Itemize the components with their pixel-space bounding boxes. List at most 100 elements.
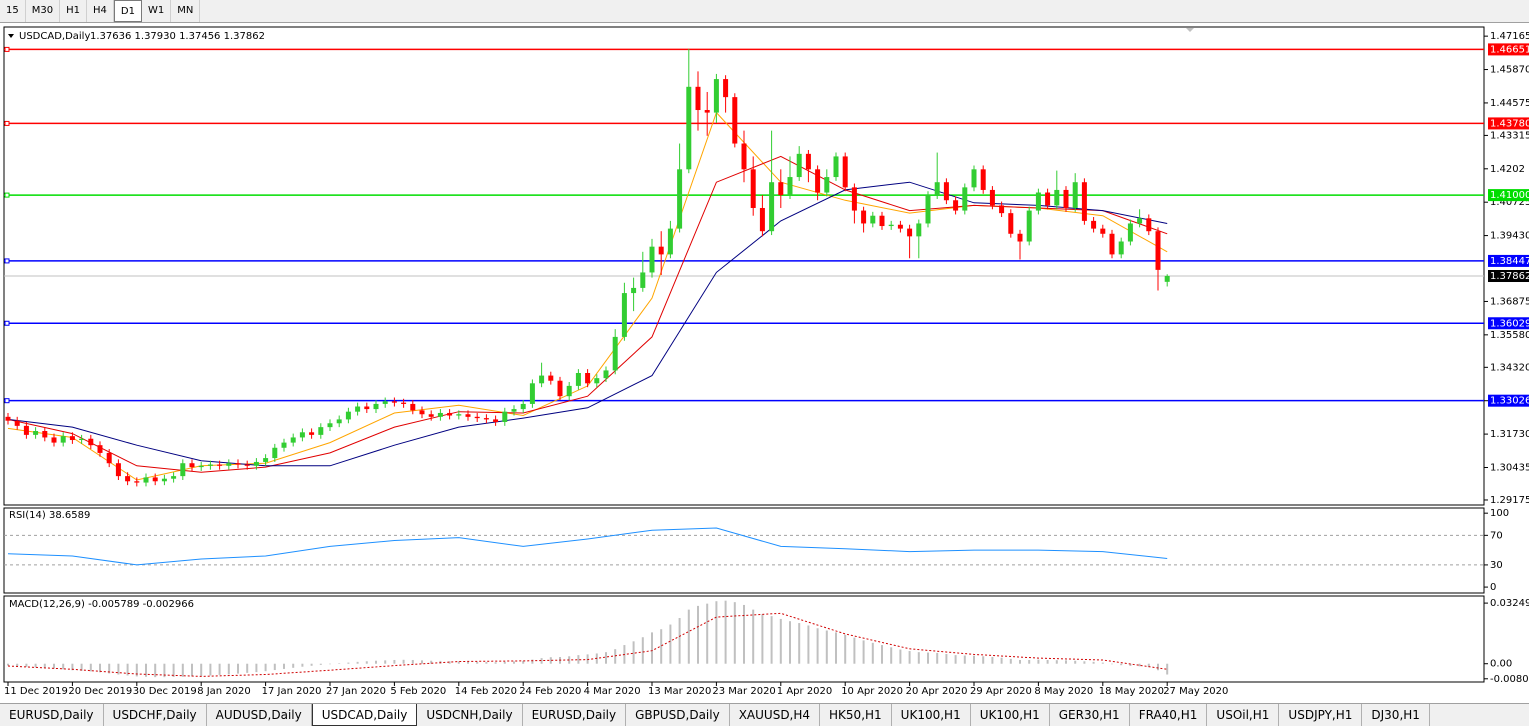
macd-bar xyxy=(319,663,322,665)
candle-body xyxy=(1017,233,1023,242)
y-tick-label: 1.39430 xyxy=(1490,231,1529,242)
y-tick-label: 1.30435 xyxy=(1490,462,1529,473)
macd-bar xyxy=(329,663,331,665)
candle-body xyxy=(1155,231,1161,270)
macd-bar xyxy=(522,660,525,664)
macd-bar xyxy=(1037,659,1040,664)
timeframe-button[interactable]: M30 xyxy=(26,0,61,22)
candle-body xyxy=(23,425,29,435)
macd-title: MACD(12,26,9) -0.005789 -0.002966 xyxy=(9,599,194,610)
candle-body xyxy=(69,436,75,441)
macd-bar xyxy=(503,661,506,664)
candle-body xyxy=(152,477,158,482)
symbol-tab[interactable]: USDCHF,Daily xyxy=(104,704,207,726)
symbol-tab[interactable]: USDCNH,Daily xyxy=(417,704,523,726)
level-tag xyxy=(1488,317,1529,330)
symbol-tab[interactable]: EURUSD,Daily xyxy=(523,704,627,726)
timeframe-button[interactable]: MN xyxy=(171,0,201,22)
y-tick-label: 1.29175 xyxy=(1490,495,1529,506)
macd-bar xyxy=(154,663,157,678)
macd-bar xyxy=(881,645,883,664)
level-handle xyxy=(4,192,10,198)
macd-bar xyxy=(1129,663,1132,666)
candle-body xyxy=(851,187,857,211)
timeframe-button[interactable]: D1 xyxy=(113,0,142,22)
timeframe-button[interactable]: H1 xyxy=(60,0,87,22)
symbol-tab[interactable]: HK50,H1 xyxy=(820,704,892,726)
symbol-tab[interactable]: DJ30,H1 xyxy=(1362,704,1430,726)
macd-bar xyxy=(135,663,138,677)
macd-bar xyxy=(393,659,396,664)
candle-body xyxy=(382,401,388,404)
symbol-tab[interactable]: USDCAD,Daily xyxy=(311,704,418,726)
macd-bar xyxy=(954,655,957,664)
macd-bar xyxy=(678,618,681,664)
macd-bar xyxy=(1055,660,1058,664)
candle-body xyxy=(631,287,637,294)
candle-body xyxy=(1035,192,1041,211)
macd-bar xyxy=(733,602,736,664)
candle-body xyxy=(483,418,489,420)
candle-body xyxy=(493,419,499,422)
x-tick-label: 8 Jan 2020 xyxy=(197,686,251,697)
macd-bar xyxy=(743,604,745,664)
candle-body xyxy=(805,153,811,170)
timeframe-button[interactable]: W1 xyxy=(142,0,172,22)
macd-bar xyxy=(476,661,479,664)
macd-bar xyxy=(825,630,828,664)
candle-body xyxy=(143,477,149,483)
symbol-tab[interactable]: XAUUSD,H4 xyxy=(730,704,821,726)
macd-bar xyxy=(1147,663,1150,668)
candle-body xyxy=(161,478,167,482)
macd-bar xyxy=(982,656,985,664)
macd-bar xyxy=(347,662,350,664)
x-tick-label: 24 Feb 2020 xyxy=(519,686,581,697)
y-tick-label: 30 xyxy=(1490,560,1503,571)
symbol-tab[interactable]: GER30,H1 xyxy=(1050,704,1130,726)
macd-bar xyxy=(1120,663,1123,666)
symbol-tab[interactable]: AUDUSD,Daily xyxy=(207,704,312,726)
timeframe-button[interactable]: 15 xyxy=(0,0,26,22)
symbol-tab[interactable]: FRA40,H1 xyxy=(1130,704,1208,726)
candle-body xyxy=(971,169,977,188)
candle-body xyxy=(897,224,903,229)
macd-bar xyxy=(292,663,295,668)
y-tick-label: 0.00 xyxy=(1490,659,1512,670)
macd-bar xyxy=(890,647,893,664)
candle-body xyxy=(97,445,103,453)
candle-body xyxy=(309,432,315,435)
macd-bar xyxy=(25,663,28,667)
macd-bar xyxy=(1065,660,1067,664)
y-tick-label: 1.35580 xyxy=(1490,330,1529,341)
symbol-tab[interactable]: UK100,H1 xyxy=(971,704,1050,726)
candle-body xyxy=(842,156,848,188)
candle-body xyxy=(1063,189,1069,208)
macd-bar xyxy=(246,663,249,673)
candle-body xyxy=(189,463,195,468)
macd-bar xyxy=(200,663,203,677)
candle-body xyxy=(962,187,968,211)
candle-body xyxy=(529,383,535,404)
y-tick-label: 1.40725 xyxy=(1490,197,1529,208)
symbol-tab[interactable]: UK100,H1 xyxy=(892,704,971,726)
timeframe-button[interactable]: H4 xyxy=(87,0,114,22)
candle-body xyxy=(345,411,351,420)
candle-body xyxy=(180,463,186,477)
symbol-tab[interactable]: USOil,H1 xyxy=(1207,704,1280,726)
symbol-tab[interactable]: EURUSD,Daily xyxy=(0,704,104,726)
macd-bar xyxy=(917,652,920,664)
macd-bar xyxy=(181,663,184,677)
candle-body xyxy=(824,177,830,193)
candle-body xyxy=(42,431,48,438)
candle-body xyxy=(925,195,931,224)
macd-bar xyxy=(715,601,718,664)
candle-body xyxy=(1164,276,1170,282)
candle-body xyxy=(713,79,719,113)
symbol-tab[interactable]: GBPUSD,Daily xyxy=(626,704,730,726)
macd-bar xyxy=(1009,658,1012,664)
macd-bar xyxy=(706,603,709,664)
candle-body xyxy=(999,205,1005,214)
candle-body xyxy=(419,410,425,415)
macd-bar xyxy=(844,634,847,664)
symbol-tab[interactable]: USDJPY,H1 xyxy=(1279,704,1363,726)
